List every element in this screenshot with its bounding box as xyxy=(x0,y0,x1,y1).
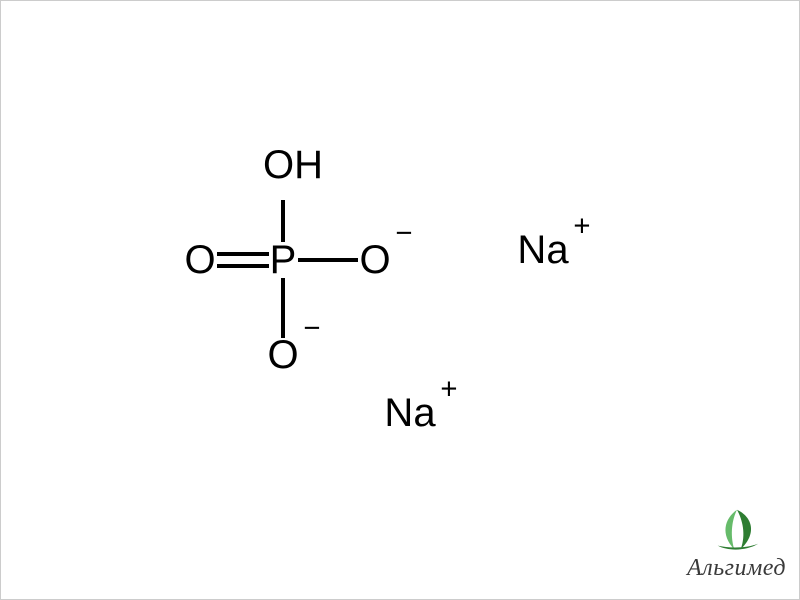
leaf-outer-icon xyxy=(737,510,751,550)
atom-oxygen-down: O xyxy=(267,335,298,375)
bond-p-o-down xyxy=(281,278,285,338)
charge-oxygen-down-minus: − xyxy=(303,313,320,342)
bond-p-o-left-double-bottom xyxy=(217,264,269,268)
atom-hydroxyl-up: OH xyxy=(263,145,323,185)
watermark-leaf-icon xyxy=(714,507,760,553)
charge-oxygen-right-minus: − xyxy=(395,218,412,247)
ion-sodium-1: Na xyxy=(517,230,568,270)
chemical-structure-canvas: { "structure": { "type": "chemical-struc… xyxy=(0,0,800,600)
ion-sodium-1-charge: + xyxy=(573,211,590,240)
leaf-swoosh-icon xyxy=(717,544,757,550)
leaf-inner-icon xyxy=(725,510,737,550)
atom-oxygen-left: O xyxy=(184,240,215,280)
watermark-text: Альгимед xyxy=(687,555,786,582)
ion-sodium-2-charge: + xyxy=(440,374,457,403)
ion-sodium-2: Na xyxy=(384,393,435,433)
atom-oxygen-right: O xyxy=(359,240,390,280)
canvas-border xyxy=(0,0,800,600)
bond-p-o-left-double-top xyxy=(217,252,269,256)
bond-p-oh xyxy=(281,200,285,242)
bond-p-o-right xyxy=(298,258,358,262)
atom-phosphorus: P xyxy=(270,240,297,280)
watermark: Альгимед xyxy=(687,507,786,582)
